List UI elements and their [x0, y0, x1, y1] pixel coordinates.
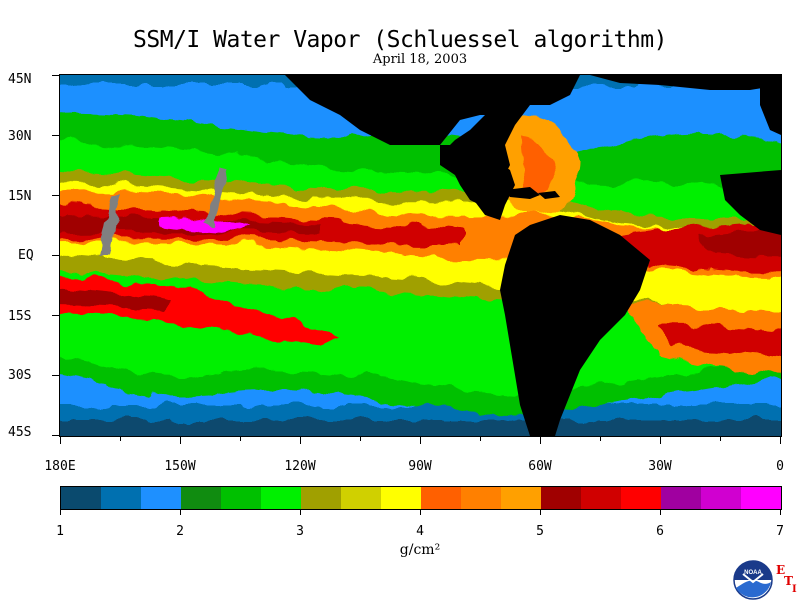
colorbar-label-1: 1: [56, 524, 64, 539]
axis-tick: [52, 375, 60, 376]
colorbar-label-4: 4: [416, 524, 424, 539]
axis-tick: [240, 436, 241, 441]
lon-label-150w: 150W: [164, 459, 196, 474]
axis-tick: [360, 436, 361, 441]
colorbar-swatch: [421, 487, 461, 509]
lon-label-120w: 120W: [284, 459, 316, 474]
colorbar-swatch: [581, 487, 621, 509]
colorbar-swatch: [701, 487, 741, 509]
colorbar-swatch: [661, 487, 701, 509]
lon-label-180e: 180E: [44, 459, 76, 474]
axis-tick: [60, 436, 61, 444]
colorbar-swatch: [741, 487, 781, 509]
colorbar-tick: [300, 509, 301, 515]
noaa-logo: NOAA: [733, 560, 773, 600]
axis-tick: [52, 435, 60, 436]
colorbar-swatch: [341, 487, 381, 509]
colorbar-swatch: [261, 487, 301, 509]
lat-label-30s: 30S: [8, 368, 32, 383]
lat-label-30n: 30N: [8, 129, 32, 144]
logo-letter-e: E: [776, 563, 786, 577]
axis-tick: [420, 436, 421, 444]
axis-tick: [52, 135, 60, 136]
colorbar-label-7: 7: [776, 524, 784, 539]
colorbar-swatch: [301, 487, 341, 509]
colorbar-swatch: [381, 487, 421, 509]
lat-label-15s: 15S: [8, 309, 32, 324]
colorbar: [60, 486, 782, 510]
colorbar-swatch: [141, 487, 181, 509]
colorbar-tick: [660, 509, 661, 515]
colorbar-label-6: 6: [656, 524, 664, 539]
lon-label-0: 0: [776, 459, 784, 474]
colorbar-swatch: [621, 487, 661, 509]
map-date: April 18, 2003: [372, 52, 468, 67]
axis-tick: [540, 436, 541, 444]
logo-letter-i: I: [792, 584, 797, 595]
lon-label-30w: 30W: [648, 459, 672, 474]
colorbar-swatch: [61, 487, 101, 509]
axis-tick: [52, 195, 60, 196]
water-vapor-field: [60, 75, 781, 436]
map-title: SSM/I Water Vapor (Schluessel algorithm): [133, 27, 667, 53]
lat-label-45s: 45S: [8, 425, 32, 440]
axis-tick: [660, 436, 661, 444]
water-vapor-map: [60, 75, 781, 436]
axis-tick: [600, 436, 601, 441]
noaa-emblem: NOAA: [733, 560, 773, 600]
colorbar-swatch: [501, 487, 541, 509]
axis-tick: [52, 75, 60, 76]
axis-tick: [52, 255, 60, 256]
colorbar-swatch: [461, 487, 501, 509]
noaa-logo-text: NOAA: [744, 570, 762, 576]
colorbar-tick: [780, 509, 781, 515]
colorbar-label-3: 3: [296, 524, 304, 539]
axis-tick: [120, 436, 121, 441]
axis-tick: [300, 436, 301, 444]
axis-tick: [780, 436, 781, 444]
colorbar-swatch: [181, 487, 221, 509]
colorbar-swatch: [101, 487, 141, 509]
axis-tick: [480, 436, 481, 441]
lat-label-eq: EQ: [18, 248, 34, 263]
axis-tick: [720, 436, 721, 441]
colorbar-tick: [420, 509, 421, 515]
colorbar-label-5: 5: [536, 524, 544, 539]
colorbar-swatch: [541, 487, 581, 509]
lon-label-60w: 60W: [528, 459, 552, 474]
colorbar-tick: [180, 509, 181, 515]
lat-label-45n: 45N: [8, 72, 32, 87]
colorbar-swatch: [221, 487, 261, 509]
lat-label-15n: 15N: [8, 189, 32, 204]
axis-tick: [180, 436, 181, 444]
logo-letter-t: T: [784, 574, 793, 588]
axis-tick: [52, 315, 60, 316]
colorbar-label-2: 2: [176, 524, 184, 539]
colorbar-unit: g/cm²: [399, 542, 441, 558]
land-masks: [285, 75, 781, 436]
lon-label-90w: 90W: [408, 459, 432, 474]
colorbar-tick: [540, 509, 541, 515]
colorbar-tick: [60, 509, 61, 515]
